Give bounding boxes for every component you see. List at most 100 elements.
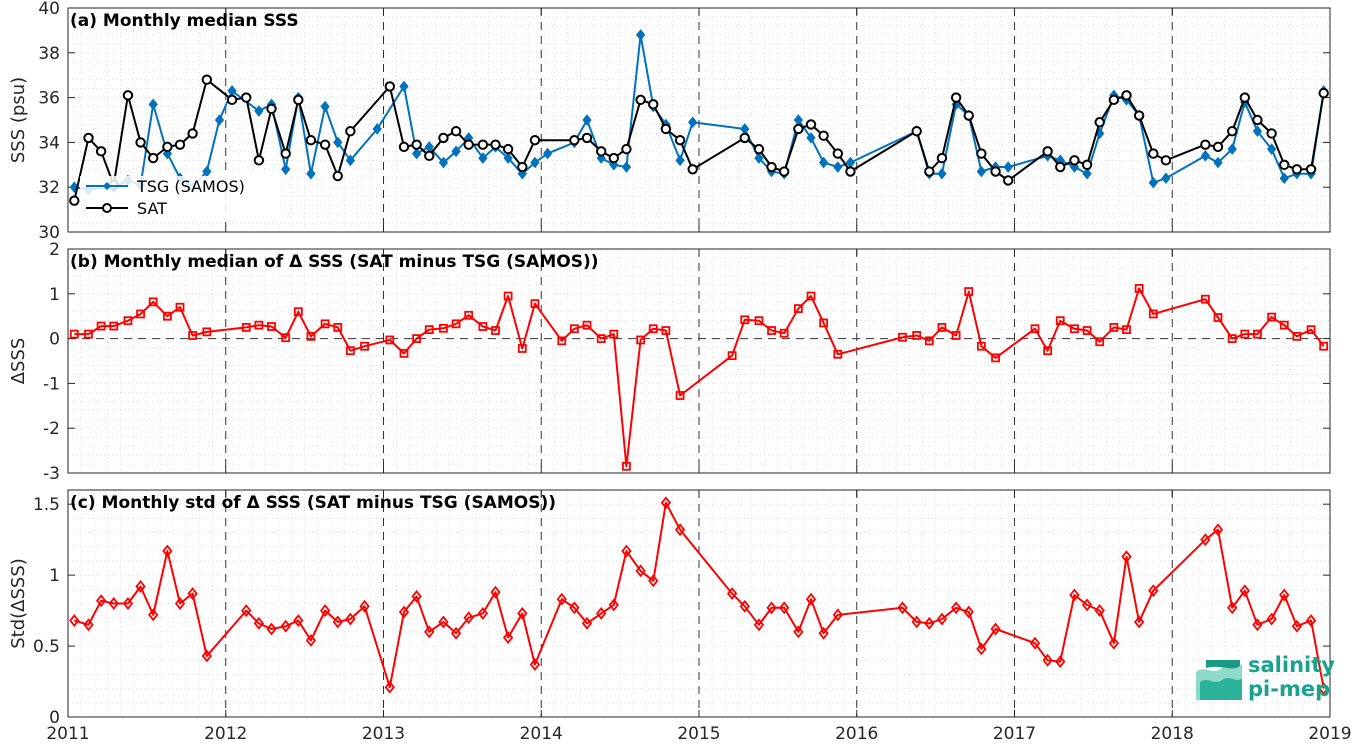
data-point (755, 145, 763, 153)
y-tick-label: 0.5 (33, 637, 60, 657)
x-tick-label: 2015 (677, 724, 720, 744)
data-point (597, 147, 605, 155)
data-point (531, 136, 539, 144)
data-point (1307, 165, 1315, 173)
panel-title: (c) Monthly std of Δ SSS (SAT minus TSG … (70, 493, 556, 513)
y-axis-label: Std(ΔSSS) (8, 558, 29, 649)
x-tick-label: 2016 (835, 724, 878, 744)
data-point (925, 167, 933, 175)
y-tick-label: 1 (49, 285, 60, 305)
y-tick-label: 38 (38, 44, 60, 64)
data-point (149, 154, 157, 162)
data-point (504, 145, 512, 153)
y-tick-label: 40 (38, 0, 60, 19)
data-point (452, 127, 460, 135)
y-tick-label: -1 (43, 374, 60, 394)
data-point (610, 154, 618, 162)
data-point (834, 149, 842, 157)
data-point (1267, 129, 1275, 137)
legend-label-sat: SAT (137, 199, 167, 218)
x-tick-label: 2018 (1151, 724, 1194, 744)
data-point (400, 143, 408, 151)
data-point (688, 165, 696, 173)
chart-legend: TSG (SAMOS) SAT (80, 176, 280, 222)
data-point (1280, 161, 1288, 169)
data-point (1095, 118, 1103, 126)
data-point (491, 140, 499, 148)
salinity-pi-mep-logo: salinity pi-mep (1196, 653, 1335, 701)
data-point (780, 167, 788, 175)
data-point (583, 134, 591, 142)
data-point (479, 140, 487, 148)
data-point (570, 136, 578, 144)
data-point (84, 134, 92, 142)
data-point (334, 172, 342, 180)
data-point (1293, 165, 1301, 173)
y-tick-label: 1.5 (33, 495, 60, 515)
data-point (649, 100, 657, 108)
data-point (1122, 91, 1130, 99)
logo-text-salinity: salinity (1248, 653, 1335, 677)
data-point (1043, 147, 1051, 155)
y-tick-label: -2 (43, 419, 60, 439)
data-point (307, 136, 315, 144)
data-point (1241, 93, 1249, 101)
data-point (1162, 156, 1170, 164)
chart-figure: 303234363840SSS (psu)(a) Monthly median … (0, 0, 1356, 745)
x-tick-label: 2019 (1308, 724, 1351, 744)
data-point (767, 163, 775, 171)
y-tick-label: 0 (49, 330, 60, 350)
logo-wave-front-icon (1200, 678, 1242, 700)
data-point (267, 105, 275, 113)
data-point (425, 152, 433, 160)
data-point (1214, 143, 1222, 151)
data-point (938, 154, 946, 162)
data-point (294, 96, 302, 104)
data-point (965, 111, 973, 119)
figure: 30 32 34 36 38 40 SSS (psu) (a) Monthly median … (0, 0, 1356, 745)
data-point (622, 145, 630, 153)
data-point (163, 143, 171, 151)
data-point (188, 129, 196, 137)
data-point (1110, 96, 1118, 104)
data-point (439, 134, 447, 142)
data-point (794, 125, 802, 133)
data-point (70, 196, 78, 204)
data-point (1135, 111, 1143, 119)
y-tick-label: 36 (38, 89, 60, 109)
data-point (1228, 127, 1236, 135)
x-tick-label: 2012 (204, 724, 247, 744)
data-point (1149, 149, 1157, 157)
data-point (281, 149, 289, 157)
x-tick-label: 2017 (993, 724, 1036, 744)
data-point (176, 140, 184, 148)
data-point (518, 163, 526, 171)
data-point (228, 96, 236, 104)
y-tick-label: 32 (38, 178, 60, 198)
x-tick-label: 2013 (362, 724, 405, 744)
data-point (846, 167, 854, 175)
y-tick-label: 2 (49, 240, 60, 260)
data-point (952, 93, 960, 101)
y-tick-label: 34 (38, 133, 60, 153)
data-point (346, 127, 354, 135)
data-point (255, 156, 263, 164)
data-point (991, 167, 999, 175)
data-point (1070, 156, 1078, 164)
data-point (636, 96, 644, 104)
data-point (412, 140, 420, 148)
x-tick-label: 2011 (46, 724, 89, 744)
panel-title: (b) Monthly median of Δ SSS (SAT minus T… (70, 252, 599, 272)
data-point (321, 140, 329, 148)
legend-marker-sat (103, 204, 111, 212)
data-point (242, 93, 250, 101)
data-point (977, 149, 985, 157)
data-point (1004, 176, 1012, 184)
logo-wave-back-icon (1206, 660, 1240, 668)
data-point (912, 127, 920, 135)
data-point (386, 82, 394, 90)
data-point (741, 134, 749, 142)
y-tick-label: 1 (49, 566, 60, 586)
data-point (124, 91, 132, 99)
data-point (1201, 140, 1209, 148)
